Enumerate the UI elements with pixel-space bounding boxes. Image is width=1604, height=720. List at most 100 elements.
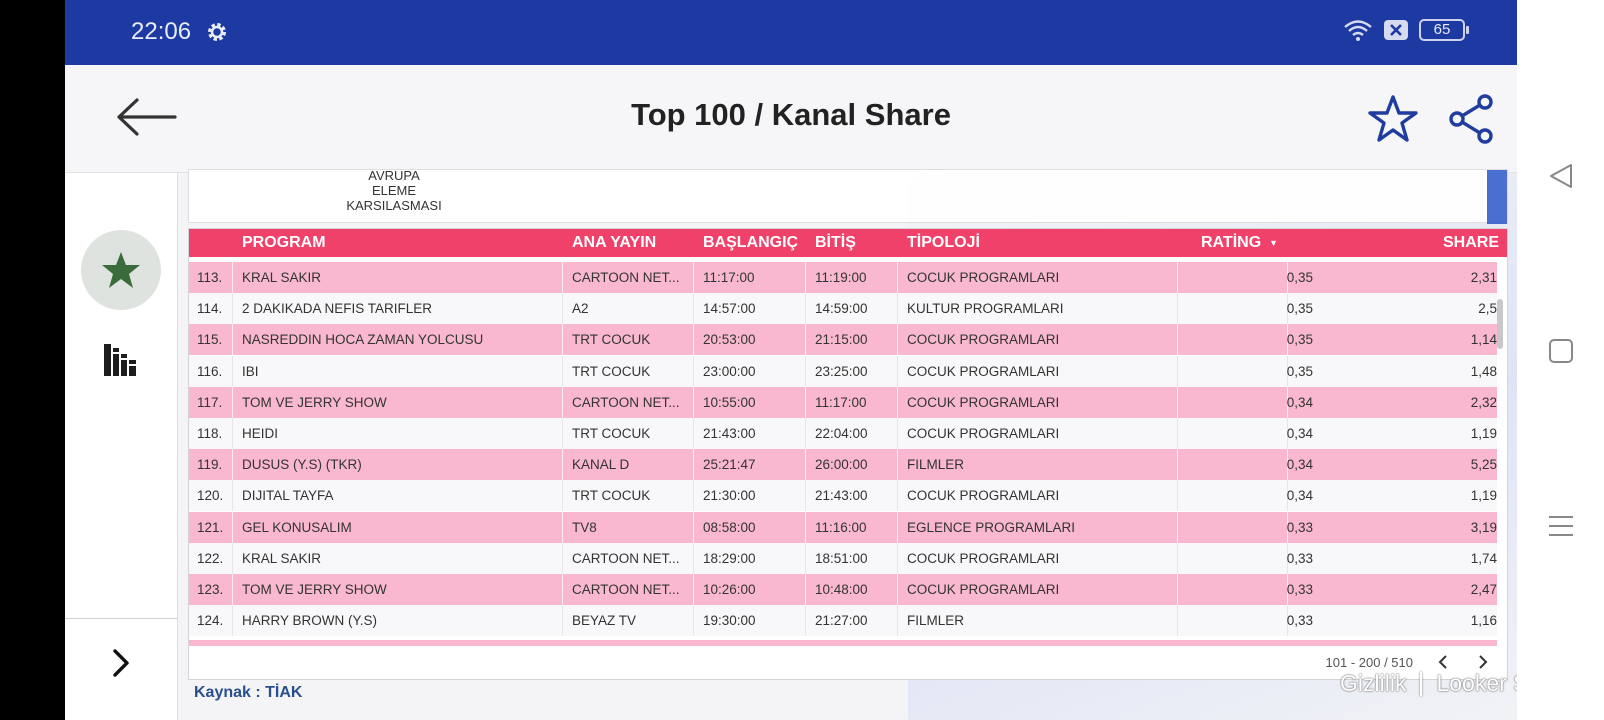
column-divider	[232, 386, 233, 418]
column-divider	[232, 355, 233, 387]
cell-program: IBI	[242, 363, 259, 379]
column-divider	[897, 355, 898, 387]
content-area: AVRUPA ELEME KARSILASMASI PROGRAM ANA YA…	[65, 168, 1517, 720]
share-icon[interactable]	[1447, 93, 1495, 145]
nav-menu-icon[interactable]	[1547, 512, 1575, 540]
previous-card-line: KARSILASMASI	[346, 198, 442, 213]
sim-off-icon	[1384, 20, 1408, 40]
column-divider	[562, 511, 563, 543]
header-tipoloji[interactable]: TİPOLOJİ	[907, 234, 980, 251]
cell-tipoloji: KULTUR PROGRAMLARI	[907, 301, 1064, 317]
cell-baslangic: 18:29:00	[703, 550, 756, 566]
table-row[interactable]: 113. KRAL SAKIR CARTOON NET... 11:17:00 11:1…	[189, 262, 1497, 293]
cell-rating: 0,33	[1286, 582, 1313, 597]
table-row[interactable]: 123. TOM VE JERRY SHOW CARTOON NET... 10:26…	[189, 574, 1497, 605]
column-divider	[1287, 605, 1288, 637]
cell-tipoloji: COCUK PROGRAMLARI	[907, 550, 1060, 566]
column-divider	[1177, 418, 1178, 449]
table-row[interactable]: 117. TOM VE JERRY SHOW CARTOON NET... 10:55…	[189, 386, 1497, 418]
table-row[interactable]: 119. DUSUS (Y.S) (TKR) KANAL D 25:21:47 26:0…	[189, 449, 1497, 481]
chevron-right-icon[interactable]	[105, 643, 137, 683]
cell-no: 122.	[197, 550, 224, 566]
column-divider	[693, 324, 694, 356]
back-arrow-icon[interactable]	[115, 95, 179, 139]
privacy-link[interactable]: Gizlilik	[1340, 670, 1407, 696]
column-divider	[693, 262, 694, 293]
cell-tipoloji: COCUK PROGRAMLARI	[907, 270, 1060, 285]
column-divider	[693, 355, 694, 387]
cell-share: 1,14	[1470, 332, 1497, 348]
table-row[interactable]: 122. KRAL SAKIR CARTOON NET... 18:29:00 18:5…	[189, 542, 1497, 574]
cell-no: 118.	[197, 426, 223, 441]
table-row[interactable]: 114. 2 DAKIKADA NEFIS TARIFLER A2 14:57:00 1…	[189, 293, 1497, 325]
cell-kanal: TRT COCUK	[572, 488, 651, 504]
looker-studio-link[interactable]: Looker Studio	[1436, 670, 1517, 696]
column-divider	[897, 386, 898, 418]
battery-icon: 65	[1419, 19, 1469, 41]
table-row[interactable]: 121. GEL KONUSALIM TV8 08:58:00 11:16:00 EGLE…	[189, 511, 1497, 543]
column-divider	[562, 449, 563, 481]
cell-baslangic: 11:17:00	[703, 270, 755, 285]
header-baslangic[interactable]: BAŞLANGIÇ	[703, 234, 799, 251]
nav-back-icon[interactable]	[1547, 162, 1575, 190]
sidebar-divider	[65, 618, 178, 619]
column-divider	[1287, 542, 1288, 574]
nav-home-icon[interactable]	[1547, 337, 1575, 365]
column-divider	[1287, 449, 1288, 481]
favorites-button[interactable]	[81, 230, 161, 310]
column-divider	[1177, 605, 1178, 637]
cell-kanal: CARTOON NET...	[572, 582, 680, 597]
column-divider	[1177, 293, 1178, 325]
header-ana-yayin[interactable]: ANA YAYIN	[572, 234, 657, 251]
column-divider	[1177, 480, 1178, 512]
header-share[interactable]: SHARE	[1442, 234, 1499, 251]
cell-baslangic: 20:53:00	[703, 332, 756, 348]
cell-rating: 0,35	[1286, 363, 1313, 379]
cell-program: GEL KONUSALIM	[242, 519, 352, 535]
prev-page-button[interactable]	[1433, 652, 1453, 672]
table-row[interactable]: 118. HEIDI TRT COCUK 21:43:00 22:04:00 COCUK …	[189, 418, 1497, 449]
next-page-button[interactable]	[1473, 652, 1493, 672]
table-row[interactable]: 116. IBI TRT COCUK 23:00:00 23:25:00 COCUK PR…	[189, 355, 1497, 387]
cell-rating: 0,35	[1286, 301, 1313, 317]
cell-program: TOM VE JERRY SHOW	[242, 582, 387, 597]
column-divider	[1177, 386, 1178, 418]
column-divider	[897, 542, 898, 574]
column-divider	[805, 574, 806, 605]
column-divider	[693, 293, 694, 325]
cell-baslangic: 25:21:47	[703, 457, 756, 473]
cell-share: 2,5	[1478, 301, 1497, 317]
table-row[interactable]: 115. NASREDDIN HOCA ZAMAN YOLCUSU TRT COCU…	[189, 324, 1497, 356]
column-divider	[693, 386, 694, 418]
column-divider	[232, 324, 233, 356]
column-divider	[1287, 418, 1288, 449]
cell-baslangic: 10:55:00	[703, 394, 756, 410]
table-row-partial	[189, 640, 1497, 646]
cell-share: 1,16	[1470, 613, 1497, 629]
table-row[interactable]: 120. DIJITAL TAYFA TRT COCUK 21:30:00 21:43:…	[189, 480, 1497, 512]
sidebar	[65, 173, 178, 720]
cell-rating: 0,33	[1286, 519, 1313, 535]
cell-tipoloji: COCUK PROGRAMLARI	[907, 332, 1060, 348]
gear-icon	[208, 23, 226, 41]
app-bar: Top 100 / Kanal Share	[65, 65, 1517, 173]
cell-bitis: 18:51:00	[815, 550, 868, 566]
cell-no: 123.	[197, 582, 224, 597]
cell-bitis: 21:43:00	[815, 488, 868, 504]
status-time: 22:06	[131, 18, 192, 45]
cell-rating: 0,34	[1286, 394, 1313, 410]
column-divider	[693, 542, 694, 574]
cell-baslangic: 10:26:00	[703, 582, 756, 597]
table-scrollbar[interactable]	[1497, 299, 1503, 349]
watermark-separator	[1420, 671, 1423, 696]
column-divider	[897, 511, 898, 543]
column-divider	[232, 293, 233, 325]
column-divider	[897, 605, 898, 637]
star-outline-icon[interactable]	[1367, 93, 1419, 145]
header-bitis[interactable]: BİTİŞ	[815, 234, 856, 251]
bar-chart-icon[interactable]	[103, 343, 137, 377]
header-program[interactable]: PROGRAM	[242, 234, 326, 251]
table-row[interactable]: 124. HARRY BROWN (Y.S) BEYAZ TV 19:30:00 21:…	[189, 605, 1497, 637]
header-rating[interactable]: RATİNG ▼	[1201, 234, 1278, 252]
column-divider	[1287, 262, 1288, 293]
